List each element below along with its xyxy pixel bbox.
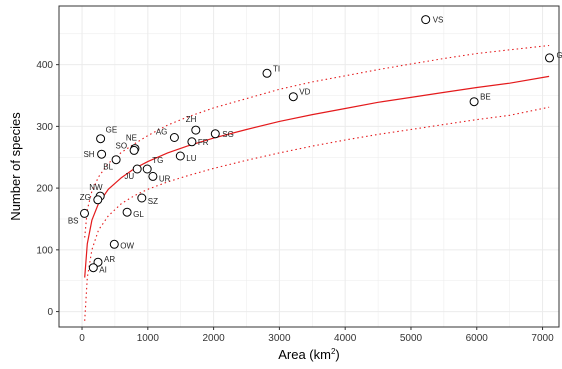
point-gr bbox=[545, 53, 554, 63]
point-sg bbox=[210, 129, 220, 139]
x-tick-label: 6000 bbox=[466, 333, 489, 344]
point-ag bbox=[169, 133, 179, 142]
point-label-ar: AR bbox=[104, 255, 115, 264]
point-label-ju: JU bbox=[124, 172, 134, 181]
point-gl bbox=[122, 207, 132, 217]
point-bs bbox=[80, 208, 89, 218]
point-label-nw: NW bbox=[89, 183, 103, 192]
fit-lines bbox=[84, 44, 550, 321]
y-tick-label: 400 bbox=[36, 60, 53, 71]
point-label-ai: AI bbox=[99, 266, 107, 275]
plot-panel-border bbox=[58, 5, 560, 328]
point-ju bbox=[132, 164, 142, 174]
point-label-vd: VD bbox=[299, 88, 310, 97]
point-label-ur: UR bbox=[159, 174, 171, 183]
point-label-sg: SG bbox=[222, 130, 234, 139]
y-tick-label: 100 bbox=[36, 245, 53, 256]
point-label-bl: BL bbox=[103, 163, 113, 172]
x-tick-label: 0 bbox=[79, 333, 85, 344]
point-ur bbox=[148, 171, 158, 181]
x-axis-title-suffix: ) bbox=[335, 347, 339, 362]
point-labels: VSGRTIVDBEZHAGSGFRGENESOSHBLLUTGJUURNWZG… bbox=[68, 16, 562, 275]
point-label-sh: SH bbox=[83, 150, 94, 159]
x-axis-title-main: Area (km bbox=[278, 347, 331, 362]
point-label-ag: AG bbox=[156, 128, 168, 137]
point-label-sz: SZ bbox=[148, 197, 158, 206]
point-sh bbox=[97, 149, 107, 159]
x-tick-label: 2000 bbox=[202, 333, 225, 344]
point-label-gl: GL bbox=[133, 210, 144, 219]
point-label-ne: NE bbox=[126, 134, 137, 143]
point-label-so: SO bbox=[116, 141, 128, 150]
point-label-ge: GE bbox=[106, 126, 118, 135]
y-tick-label: 0 bbox=[47, 307, 53, 318]
y-tick-label: 200 bbox=[36, 184, 53, 195]
point-so bbox=[129, 145, 139, 155]
point-label-zg: ZG bbox=[80, 193, 91, 202]
y-tick-label: 300 bbox=[36, 122, 53, 133]
fit-upper-bound-line bbox=[84, 44, 550, 238]
point-fr bbox=[187, 137, 197, 147]
x-axis-title-superscript: 2 bbox=[331, 347, 336, 356]
point-label-ow: OW bbox=[120, 241, 134, 250]
point-ai bbox=[88, 263, 98, 273]
x-tick-label: 5000 bbox=[400, 333, 423, 344]
axis-ticks: 0 1000 2000 3000 4000 5000 6000 7000 0 100 200 300 4… bbox=[36, 60, 554, 344]
point-label-ti: TI bbox=[273, 64, 280, 73]
point-label-be: BE bbox=[480, 93, 491, 102]
point-zh bbox=[191, 125, 201, 135]
point-label-tg: TG bbox=[152, 156, 163, 165]
y-axis-title: Number of species bbox=[8, 112, 23, 221]
point-ge bbox=[96, 134, 106, 144]
point-ow bbox=[109, 239, 119, 249]
x-tick-label: 1000 bbox=[137, 333, 160, 344]
point-sz bbox=[137, 193, 147, 203]
fit-lower-bound-line bbox=[84, 106, 550, 321]
x-tick-label: 3000 bbox=[268, 333, 291, 344]
point-label-fr: FR bbox=[198, 138, 209, 147]
point-bl bbox=[111, 155, 121, 165]
point-vd bbox=[288, 92, 298, 102]
point-label-zh: ZH bbox=[186, 115, 197, 124]
point-lu bbox=[175, 151, 185, 161]
x-tick-label: 4000 bbox=[334, 333, 357, 344]
point-be bbox=[469, 97, 479, 107]
point-label-vs: VS bbox=[433, 16, 444, 25]
point-ti bbox=[262, 68, 272, 78]
point-label-bs: BS bbox=[68, 216, 79, 225]
point-label-lu: LU bbox=[186, 154, 196, 163]
point-tg bbox=[142, 164, 152, 174]
x-tick-label: 7000 bbox=[531, 333, 554, 344]
point-vs bbox=[421, 15, 431, 25]
point-zg bbox=[93, 195, 103, 205]
x-axis-title: Area (km2) bbox=[278, 347, 340, 362]
data-points bbox=[80, 15, 554, 273]
